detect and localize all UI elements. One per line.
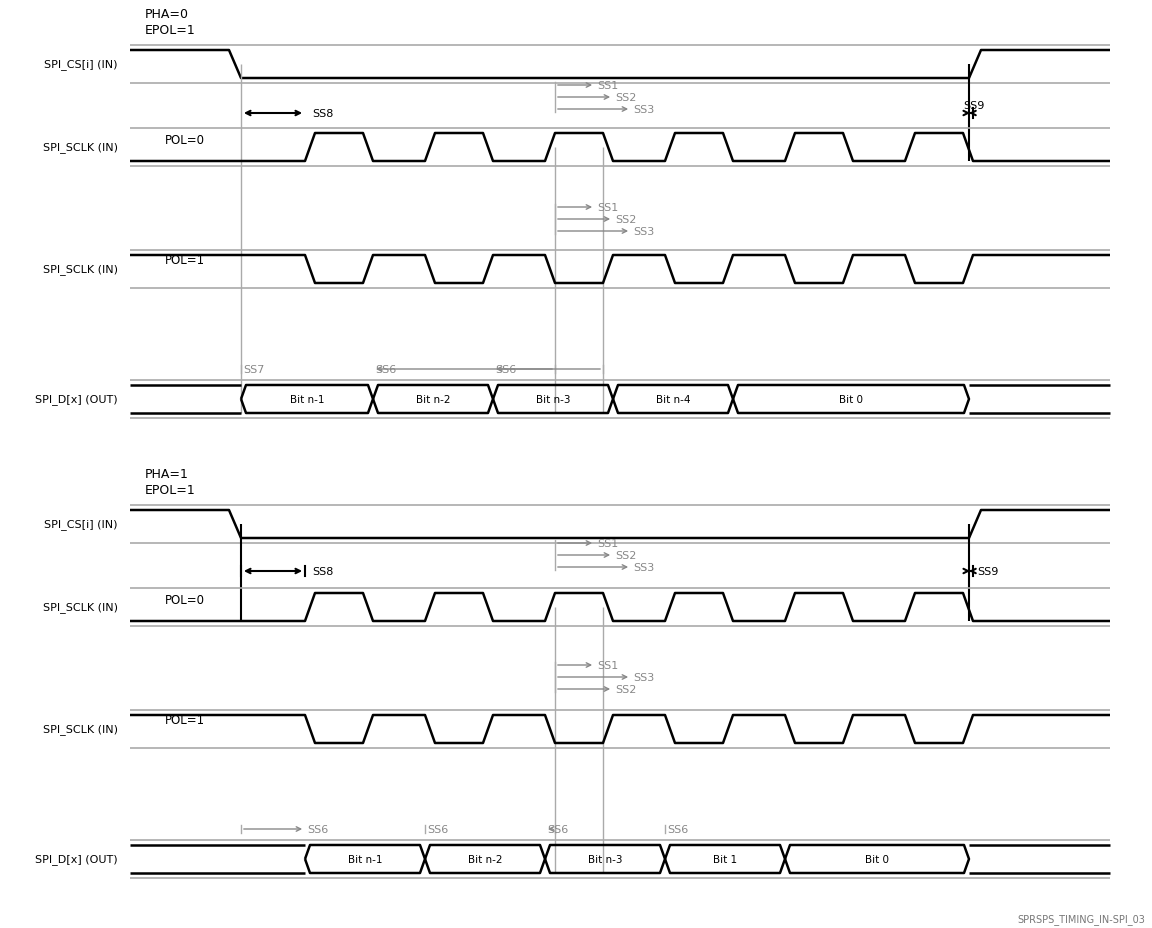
Text: SS1: SS1 (597, 81, 619, 91)
Text: Bit n-2: Bit n-2 (416, 394, 450, 405)
Text: SPI_D[x] (OUT): SPI_D[x] (OUT) (36, 394, 118, 405)
Text: SPI_SCLK (IN): SPI_SCLK (IN) (43, 264, 118, 276)
Text: POL=1: POL=1 (165, 253, 205, 266)
Text: PHA=0: PHA=0 (145, 7, 189, 20)
Text: Bit n-1: Bit n-1 (290, 394, 324, 405)
Text: SS1: SS1 (597, 538, 619, 548)
Text: SS9: SS9 (963, 101, 985, 110)
Text: Bit n-3: Bit n-3 (536, 394, 570, 405)
Text: SS8: SS8 (312, 109, 333, 119)
Text: SS2: SS2 (615, 550, 636, 561)
Text: SPI_SCLK (IN): SPI_SCLK (IN) (43, 724, 118, 735)
Text: Bit n-1: Bit n-1 (348, 854, 382, 864)
Text: SS2: SS2 (615, 214, 636, 225)
Text: SS3: SS3 (632, 672, 654, 682)
Text: SS6: SS6 (495, 365, 516, 375)
Text: SPI_D[x] (OUT): SPI_D[x] (OUT) (36, 854, 118, 865)
Text: SPI_SCLK (IN): SPI_SCLK (IN) (43, 602, 118, 612)
Text: SS6: SS6 (376, 365, 396, 375)
Text: SPI_CS[i] (IN): SPI_CS[i] (IN) (45, 59, 118, 71)
Text: Bit 0: Bit 0 (865, 854, 889, 864)
Text: SS3: SS3 (632, 562, 654, 573)
Text: SS7: SS7 (243, 365, 264, 375)
Text: PHA=1: PHA=1 (145, 467, 189, 480)
Text: SS6: SS6 (427, 824, 448, 834)
Text: POL=0: POL=0 (165, 593, 205, 606)
Text: POL=0: POL=0 (165, 134, 205, 147)
Text: SS3: SS3 (632, 105, 654, 115)
Text: SS1: SS1 (597, 203, 619, 213)
Text: POL=1: POL=1 (165, 713, 205, 726)
Text: SPI_CS[i] (IN): SPI_CS[i] (IN) (45, 519, 118, 530)
Text: SS8: SS8 (312, 566, 333, 576)
Text: Bit 0: Bit 0 (839, 394, 863, 405)
Text: SPRSPS_TIMING_IN-SPI_03: SPRSPS_TIMING_IN-SPI_03 (1017, 913, 1145, 924)
Text: EPOL=1: EPOL=1 (145, 483, 196, 496)
Text: SS2: SS2 (615, 93, 636, 103)
Text: SPI_SCLK (IN): SPI_SCLK (IN) (43, 142, 118, 153)
Text: SS2: SS2 (615, 684, 636, 694)
Text: Bit n-4: Bit n-4 (655, 394, 690, 405)
Text: EPOL=1: EPOL=1 (145, 23, 196, 36)
Text: SS1: SS1 (597, 661, 619, 670)
Text: Bit 1: Bit 1 (713, 854, 737, 864)
Text: SS6: SS6 (547, 824, 568, 834)
Text: Bit n-3: Bit n-3 (588, 854, 622, 864)
Text: SS9: SS9 (977, 566, 999, 576)
Text: Bit n-2: Bit n-2 (468, 854, 502, 864)
Text: SS3: SS3 (632, 226, 654, 237)
Text: SS6: SS6 (667, 824, 688, 834)
Text: SS6: SS6 (306, 824, 328, 834)
